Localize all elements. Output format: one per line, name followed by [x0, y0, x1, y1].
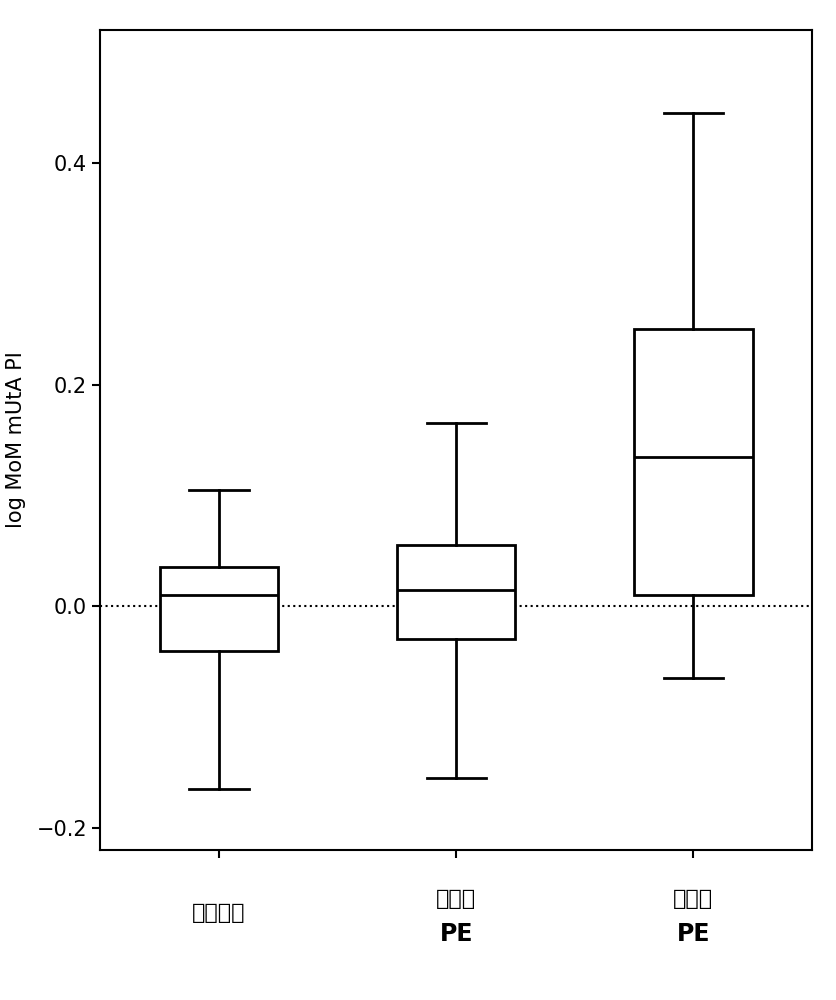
PathPatch shape	[160, 567, 278, 651]
Text: 晚发型: 晚发型	[436, 889, 476, 909]
PathPatch shape	[634, 329, 752, 595]
Text: PE: PE	[439, 922, 472, 946]
Text: PE: PE	[675, 922, 709, 946]
PathPatch shape	[396, 545, 515, 639]
Text: 不受影响: 不受影响	[192, 903, 246, 923]
Text: 早发型: 早发型	[672, 889, 712, 909]
Y-axis label: log MoM mUtA PI: log MoM mUtA PI	[6, 352, 25, 528]
